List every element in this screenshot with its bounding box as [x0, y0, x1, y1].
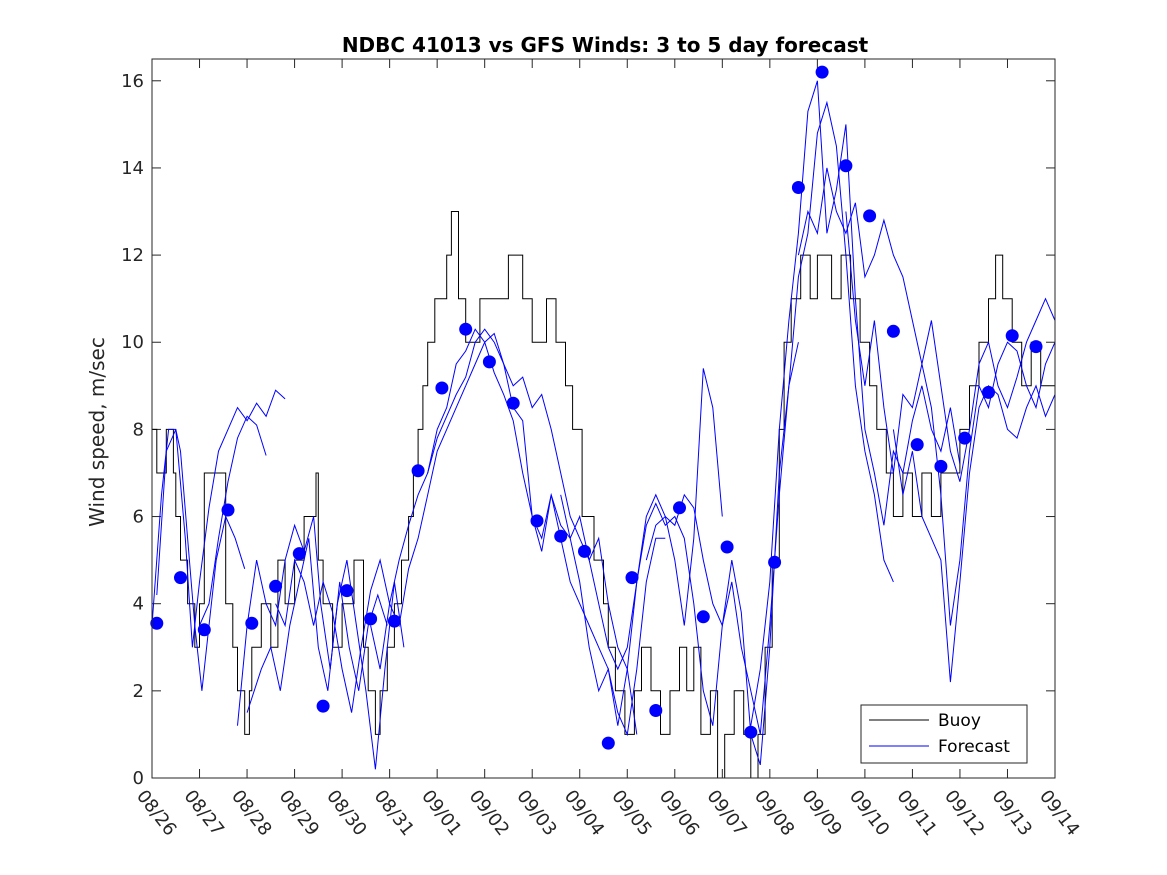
- forecast-line: [370, 328, 638, 735]
- forecast-marker: [673, 501, 686, 515]
- x-tick-label: 08/30: [322, 786, 370, 840]
- chart-title: NDBC 41013 vs GFS Winds: 3 to 5 day fore…: [342, 33, 869, 57]
- y-tick-label: 2: [133, 681, 144, 702]
- forecast-marker: [839, 159, 853, 173]
- x-tick-label: 09/13: [988, 786, 1036, 840]
- y-tick-label: 10: [121, 332, 144, 353]
- forecast-marker: [910, 438, 924, 452]
- x-tick-labels: 08/26 08/27 08/28 08/29 08/30 08/31 09/01 09/02…: [132, 786, 1083, 840]
- x-tick-label: 08/28: [227, 786, 275, 840]
- forecast-marker: [934, 459, 948, 473]
- y-tick-label: 12: [121, 245, 144, 266]
- forecast-marker: [482, 355, 496, 369]
- x-tick-label: 09/06: [655, 786, 703, 840]
- forecast-marker: [1029, 340, 1043, 354]
- forecast-line: [560, 342, 799, 766]
- forecast-line: [750, 80, 961, 726]
- forecast-marker: [340, 584, 354, 598]
- x-tick-label: 08/29: [275, 786, 323, 840]
- forecast-marker: [982, 385, 995, 399]
- y-tick-label: 4: [133, 594, 144, 615]
- forecast-marker: [1005, 329, 1019, 343]
- y-tick-label: 8: [133, 419, 144, 440]
- x-tick-label: 09/02: [465, 786, 513, 840]
- x-tick-label: 08/31: [370, 786, 418, 840]
- x-tick-label: 09/05: [607, 786, 655, 840]
- y-tick-label: 14: [121, 158, 144, 179]
- forecast-marker: [886, 324, 900, 338]
- legend-buoy-label: Buoy: [938, 711, 981, 731]
- forecast-series: [151, 80, 1056, 770]
- forecast-line: [845, 211, 1056, 626]
- legend: Buoy Forecast: [860, 704, 1028, 764]
- forecast-marker: [174, 571, 187, 585]
- x-tick-label: 09/14: [1035, 786, 1083, 840]
- forecast-line: [156, 389, 286, 648]
- forecast-marker: [601, 736, 615, 750]
- axis-ticks: [151, 59, 1056, 779]
- y-tick-labels: 0 2 4 6 8 10 12 14 16: [121, 71, 144, 789]
- x-tick-label: 09/04: [560, 786, 608, 840]
- forecast-marker: [387, 614, 401, 628]
- forecast-marker: [696, 610, 710, 624]
- x-tick-label: 09/08: [750, 786, 798, 840]
- forecast-marker: [815, 65, 829, 79]
- forecast-marker: [197, 623, 211, 637]
- forecast-line: [797, 167, 1056, 482]
- buoy-line: [152, 211, 1055, 779]
- forecast-line: [427, 328, 666, 737]
- forecast-marker: [221, 503, 235, 517]
- forecast-marker: [245, 616, 259, 630]
- plot-frame: [151, 58, 1056, 779]
- forecast-marker: [150, 616, 164, 630]
- forecast-markers: [150, 65, 1043, 750]
- x-tick-label: 09/12: [940, 786, 988, 840]
- forecast-marker: [720, 540, 734, 554]
- x-tick-label: 08/27: [180, 786, 228, 840]
- forecast-marker: [554, 529, 568, 543]
- forecast-marker: [863, 209, 877, 223]
- forecast-marker: [530, 514, 544, 528]
- y-tick-label: 6: [133, 507, 144, 528]
- forecast-marker: [768, 555, 782, 569]
- buoy-series: [152, 211, 1055, 779]
- legend-forecast-label: Forecast: [938, 737, 1010, 757]
- legend-box: [860, 704, 1028, 764]
- forecast-line: [892, 384, 1056, 683]
- forecast-marker: [958, 431, 972, 445]
- x-tick-label: 09/03: [512, 786, 560, 840]
- forecast-marker: [292, 547, 306, 561]
- forecast-marker: [791, 181, 805, 194]
- forecast-marker: [625, 571, 639, 585]
- x-tick-label: 09/09: [797, 786, 845, 840]
- x-tick-label: 09/11: [892, 786, 940, 840]
- forecast-line: [199, 415, 267, 626]
- x-tick-label: 08/26: [132, 786, 180, 840]
- forecast-line: [275, 385, 467, 713]
- forecast-marker: [578, 544, 591, 558]
- forecast-line: [465, 332, 723, 726]
- x-tick-label: 09/10: [845, 786, 893, 840]
- forecast-marker: [435, 381, 449, 395]
- forecast-marker: [506, 396, 520, 410]
- forecast-marker: [649, 704, 663, 717]
- y-tick-label: 16: [121, 71, 144, 92]
- forecast-marker: [411, 464, 425, 478]
- forecast-line: [246, 538, 405, 770]
- forecast-marker: [316, 699, 330, 713]
- forecast-marker: [744, 725, 758, 739]
- x-tick-label: 09/07: [702, 786, 750, 840]
- y-tick-label: 0: [133, 768, 144, 789]
- forecast-marker: [269, 579, 283, 593]
- forecast-marker: [364, 612, 378, 626]
- x-tick-label: 09/01: [417, 786, 465, 840]
- forecast-marker: [459, 322, 473, 336]
- forecast-line: [645, 100, 894, 735]
- y-axis-label: Wind speed, m/sec: [85, 337, 109, 527]
- forecast-line: [237, 516, 388, 726]
